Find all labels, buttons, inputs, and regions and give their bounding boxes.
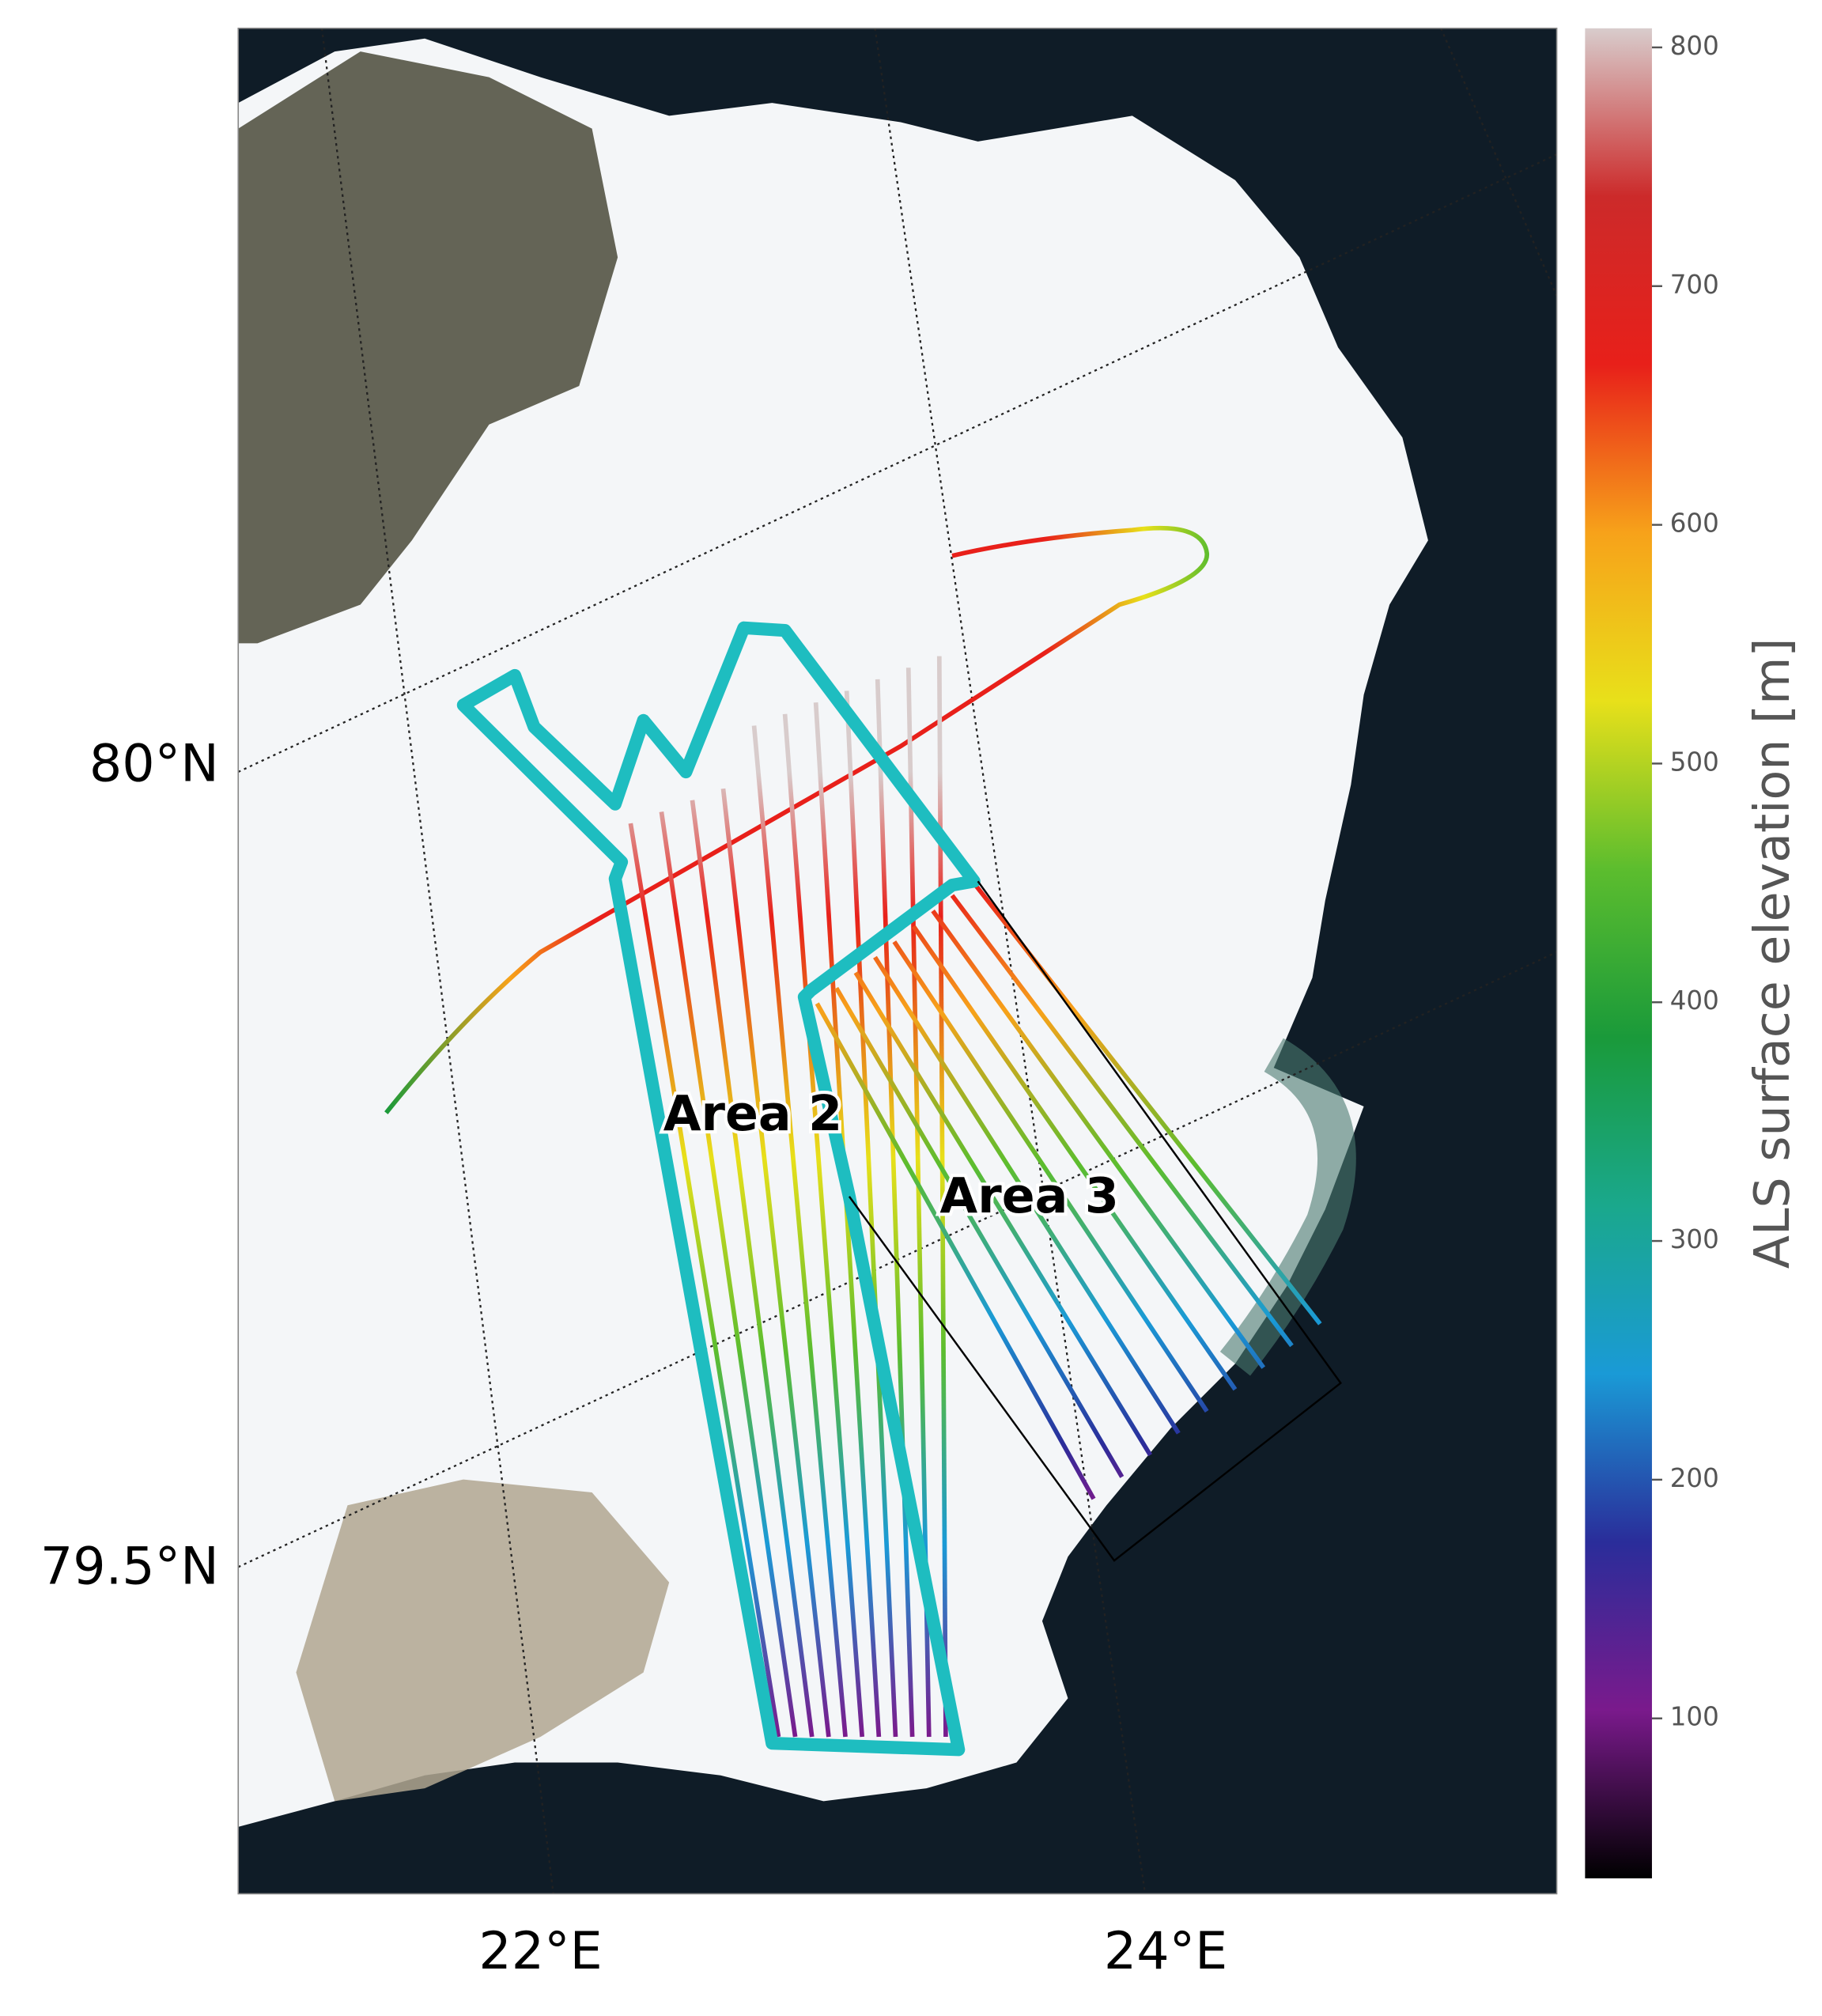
map-frame <box>237 27 1558 1895</box>
lon-label: 22°E <box>478 1922 602 1981</box>
lon-label: 24°E <box>1104 1922 1227 1981</box>
flight-line <box>815 1002 1096 1500</box>
colorbar-tick-label: 600 <box>1670 509 1719 539</box>
flight-line <box>873 955 1181 1435</box>
flight-line <box>628 823 781 1738</box>
colorbar-tick-label: 800 <box>1670 31 1719 61</box>
area-label: Area 3 <box>939 1167 1118 1224</box>
flight-line <box>659 811 798 1738</box>
flight-line <box>950 894 1294 1348</box>
land <box>238 51 618 644</box>
flight-line <box>834 986 1125 1478</box>
colorbar-tick-label: 700 <box>1670 270 1719 300</box>
land <box>296 1479 670 1802</box>
flight-line <box>911 925 1238 1391</box>
flight-lines <box>628 656 1322 1738</box>
colorbar-tick-label: 400 <box>1670 985 1719 1016</box>
lat-label: 79.5°N <box>40 1538 219 1597</box>
flight-line <box>853 971 1152 1457</box>
flight-line <box>751 725 848 1738</box>
area-3-outline <box>848 880 1342 1562</box>
flight-line <box>875 679 915 1738</box>
map <box>238 28 1557 1894</box>
flight-track <box>384 525 1209 1114</box>
ice-cap <box>238 38 1428 1827</box>
colorbar <box>1585 28 1652 1878</box>
lat-label: 80°N <box>89 735 219 794</box>
colorbar-tick-label: 500 <box>1670 747 1719 777</box>
flight-line <box>782 713 865 1738</box>
flight-line <box>844 690 898 1738</box>
colorbar-tick-label: 200 <box>1670 1463 1719 1493</box>
flight-line <box>690 800 815 1738</box>
colorbar-label: ALS surface elevation [m] <box>1744 638 1801 1269</box>
colorbar-tick-label: 300 <box>1670 1224 1719 1254</box>
area-label: Area 2 <box>663 1085 842 1142</box>
shelf <box>1219 1038 1356 1376</box>
flight-line <box>720 788 831 1738</box>
flight-line <box>931 910 1266 1369</box>
area-2-outline <box>456 621 981 1757</box>
flight-line <box>892 940 1209 1413</box>
colorbar-tick-label: 100 <box>1670 1702 1719 1732</box>
